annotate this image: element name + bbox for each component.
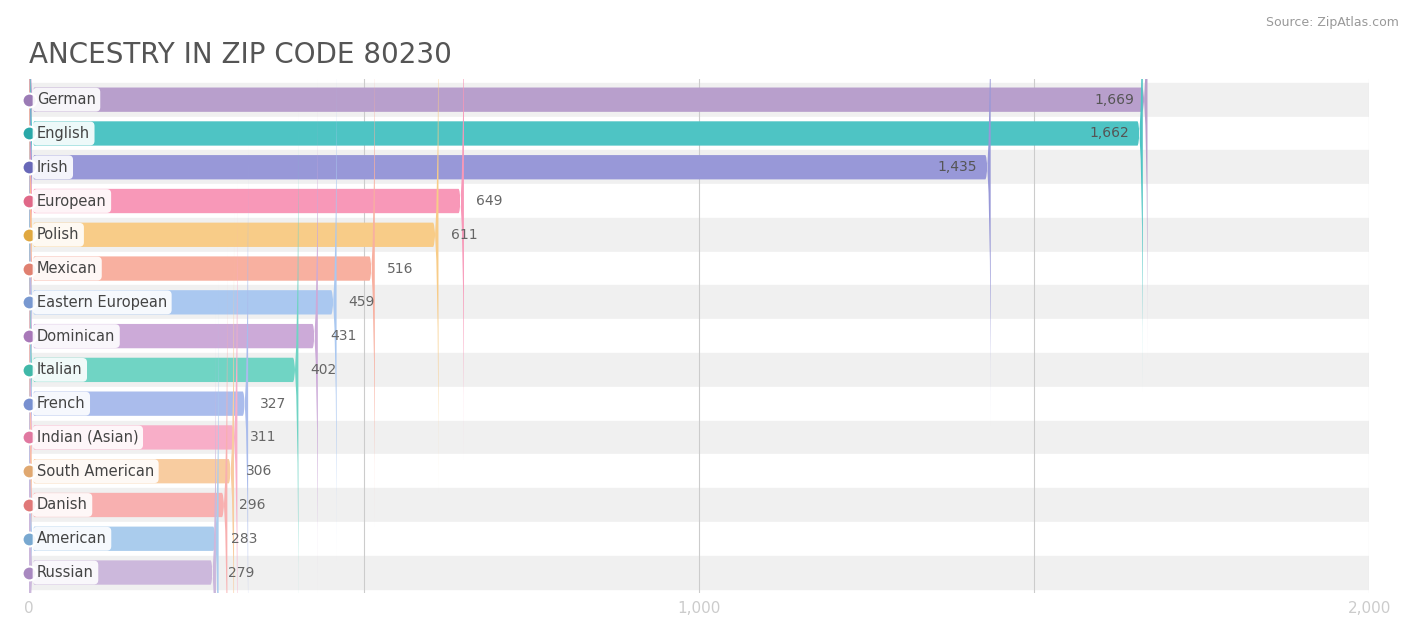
Text: Source: ZipAtlas.com: Source: ZipAtlas.com [1265,16,1399,29]
FancyBboxPatch shape [30,112,298,628]
Text: European: European [37,193,107,209]
Bar [30,421,1369,454]
Text: 611: 611 [450,228,477,242]
Text: 431: 431 [330,329,356,343]
Bar [30,387,1369,421]
Bar [30,522,1369,556]
Text: Irish: Irish [37,160,69,175]
FancyBboxPatch shape [30,10,375,527]
Text: 516: 516 [387,261,413,276]
Text: Danish: Danish [37,497,89,513]
Bar [30,454,1369,488]
Bar [30,117,1369,150]
Text: 459: 459 [349,296,375,309]
FancyBboxPatch shape [30,44,336,560]
Text: 283: 283 [231,532,257,545]
Text: 327: 327 [260,397,287,411]
Bar [30,150,1369,184]
FancyBboxPatch shape [30,314,217,644]
Bar [30,83,1369,117]
Bar [30,184,1369,218]
Text: English: English [37,126,90,141]
Bar [30,556,1369,589]
Text: Mexican: Mexican [37,261,97,276]
FancyBboxPatch shape [30,0,1143,392]
FancyBboxPatch shape [30,247,228,644]
Text: Indian (Asian): Indian (Asian) [37,430,139,445]
Text: French: French [37,396,86,411]
Text: 306: 306 [246,464,273,478]
FancyBboxPatch shape [30,0,439,493]
Bar [30,353,1369,387]
FancyBboxPatch shape [30,0,464,459]
Text: 1,669: 1,669 [1094,93,1135,107]
Text: Dominican: Dominican [37,328,115,344]
Bar [30,285,1369,319]
FancyBboxPatch shape [30,146,247,644]
Text: Russian: Russian [37,565,94,580]
Text: 1,662: 1,662 [1090,126,1129,140]
Text: German: German [37,92,96,107]
Text: ANCESTRY IN ZIP CODE 80230: ANCESTRY IN ZIP CODE 80230 [30,41,451,69]
FancyBboxPatch shape [30,0,991,425]
Text: 311: 311 [249,430,276,444]
FancyBboxPatch shape [30,281,218,644]
FancyBboxPatch shape [30,213,233,644]
FancyBboxPatch shape [30,78,318,594]
Text: 649: 649 [477,194,502,208]
Text: 296: 296 [239,498,266,512]
Text: 1,435: 1,435 [938,160,977,175]
Text: South American: South American [37,464,155,478]
Text: 402: 402 [311,363,336,377]
Text: 279: 279 [228,565,254,580]
Text: Polish: Polish [37,227,80,242]
Text: Eastern European: Eastern European [37,295,167,310]
Bar [30,488,1369,522]
FancyBboxPatch shape [30,0,1147,357]
FancyBboxPatch shape [30,180,238,644]
Bar [30,319,1369,353]
Bar [30,252,1369,285]
Text: American: American [37,531,107,546]
Text: Italian: Italian [37,363,83,377]
Bar [30,218,1369,252]
